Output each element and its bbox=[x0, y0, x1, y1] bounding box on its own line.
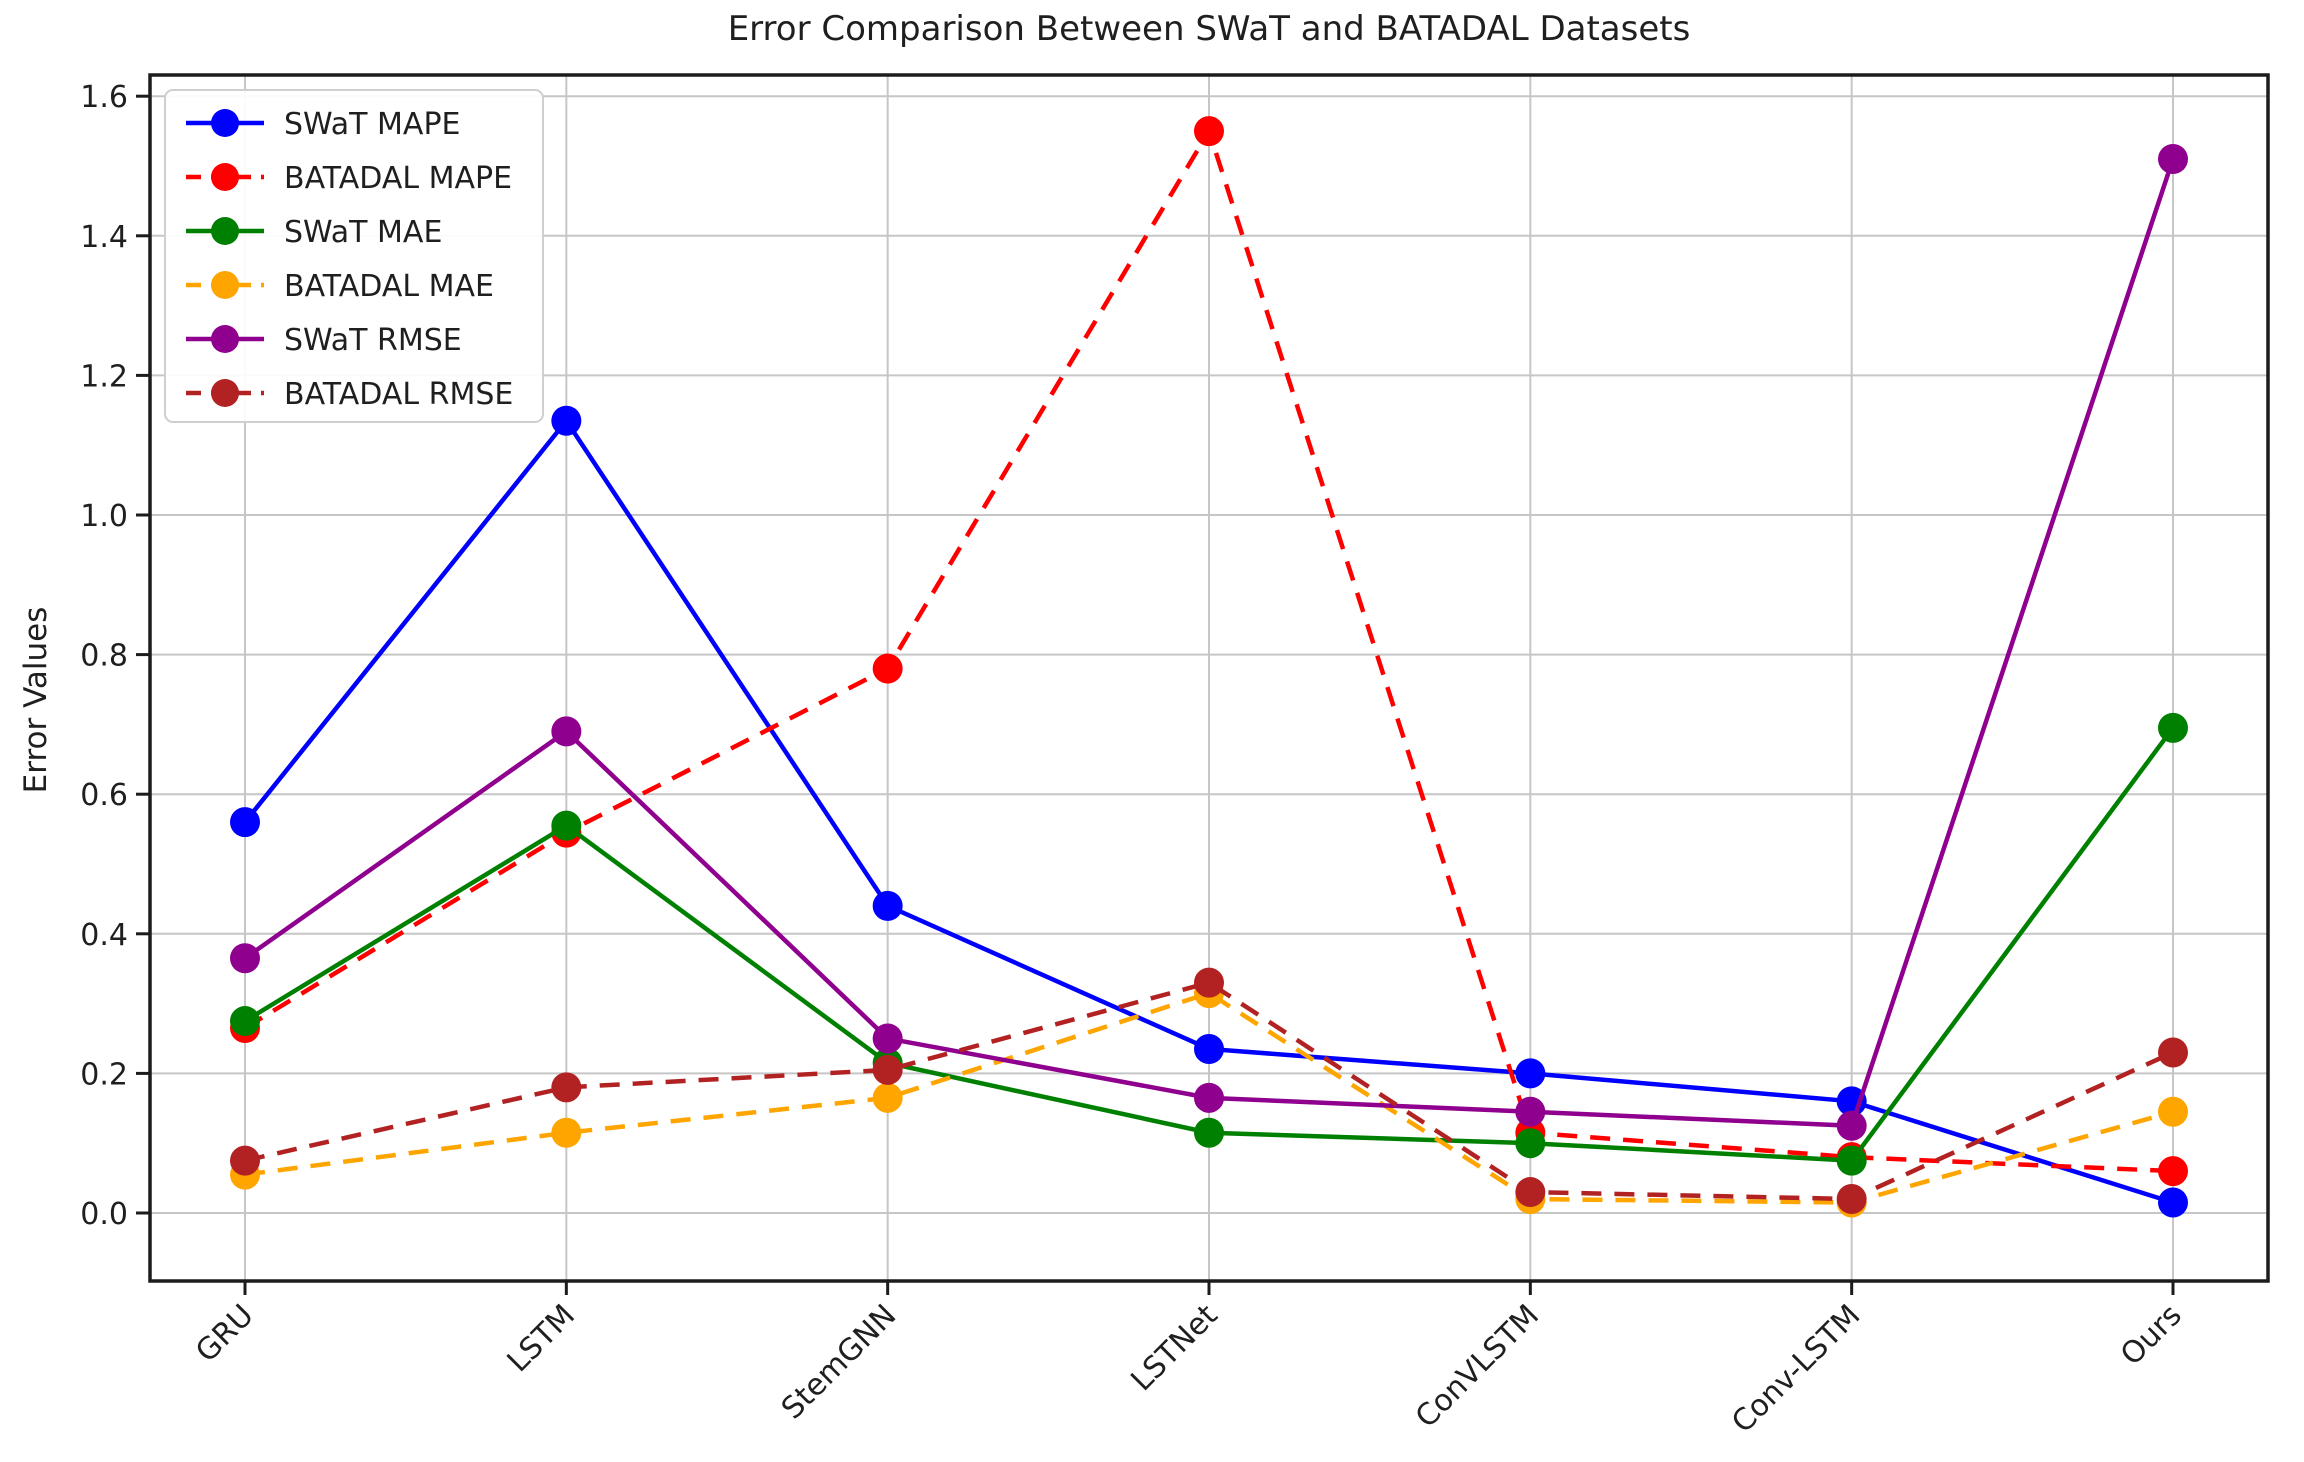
legend-marker-batadal-mape bbox=[211, 163, 239, 191]
data-point-batadal-rmse-lstm bbox=[551, 1072, 582, 1103]
legend: SWaT MAPE BATADAL MAPE SWaT MAE BATADAL MAE… bbox=[164, 89, 544, 423]
data-point-batadal-mape-ours bbox=[2158, 1156, 2188, 1187]
data-point-swat-mae-ours bbox=[2158, 712, 2188, 743]
x-tick-label-conv-lstm: Conv-LSTM bbox=[1725, 1298, 1867, 1440]
data-point-swat-mae-lstnet bbox=[1194, 1117, 1224, 1148]
data-series bbox=[230, 116, 2188, 1218]
data-point-swat-rmse-convlstm bbox=[1515, 1096, 1546, 1127]
y-tick-label: 0.2 bbox=[80, 1057, 128, 1092]
legend-label-batadal-rmse: BATADAL RMSE bbox=[284, 377, 513, 412]
legend-label-batadal-mape: BATADAL MAPE bbox=[284, 161, 512, 196]
y-tick-label: 1.6 bbox=[80, 80, 128, 115]
data-point-batadal-rmse-convlstm bbox=[1515, 1177, 1546, 1208]
data-point-batadal-rmse-stemgnn bbox=[872, 1054, 903, 1085]
data-point-swat-mae-lstm bbox=[551, 810, 582, 841]
legend-label-swat-mae: SWaT MAE bbox=[284, 215, 442, 250]
data-point-swat-rmse-lstnet bbox=[1194, 1082, 1224, 1113]
data-point-swat-mae-conv-lstm bbox=[1836, 1145, 1867, 1176]
data-point-batadal-mae-lstm bbox=[551, 1117, 582, 1148]
y-tick-label: 1.2 bbox=[80, 359, 128, 394]
data-point-swat-mape-lstm bbox=[551, 405, 582, 436]
legend-marker-swat-mape bbox=[211, 109, 239, 137]
data-point-swat-mape-gru bbox=[230, 807, 260, 838]
y-tick-label: 1.4 bbox=[80, 220, 128, 255]
y-axis-label: Error Values bbox=[18, 607, 54, 794]
data-point-batadal-rmse-lstnet bbox=[1194, 967, 1224, 998]
data-point-batadal-mape-lstnet bbox=[1194, 116, 1224, 147]
data-point-swat-rmse-ours bbox=[2158, 144, 2188, 175]
data-point-batadal-mae-ours bbox=[2158, 1096, 2188, 1127]
data-point-batadal-rmse-ours bbox=[2158, 1037, 2188, 1068]
y-tick-label: 0.4 bbox=[80, 918, 128, 953]
data-point-batadal-mape-stemgnn bbox=[872, 653, 903, 684]
chart-title: Error Comparison Between SWaT and BATADA… bbox=[728, 9, 1691, 49]
legend-label-swat-rmse: SWaT RMSE bbox=[284, 323, 462, 358]
legend-label-batadal-mae: BATADAL MAE bbox=[284, 269, 494, 304]
x-tick-label-gru: GRU bbox=[189, 1298, 260, 1369]
data-point-batadal-rmse-gru bbox=[230, 1145, 260, 1176]
data-point-swat-mae-gru bbox=[230, 1006, 260, 1037]
legend-marker-batadal-mae bbox=[211, 271, 239, 299]
data-point-swat-rmse-lstm bbox=[551, 716, 582, 747]
data-point-swat-mape-stemgnn bbox=[872, 890, 903, 921]
y-tick-label: 1.0 bbox=[80, 499, 128, 534]
y-tick-label: 0.6 bbox=[80, 778, 128, 813]
data-point-batadal-mae-stemgnn bbox=[872, 1082, 903, 1113]
x-tick-label-ours: Ours bbox=[2114, 1298, 2189, 1373]
data-point-swat-mape-lstnet bbox=[1194, 1033, 1224, 1064]
y-tick-label: 0.8 bbox=[80, 639, 128, 674]
legend-marker-swat-mae bbox=[211, 217, 239, 245]
data-point-swat-mae-convlstm bbox=[1515, 1128, 1546, 1159]
data-point-swat-rmse-gru bbox=[230, 943, 260, 974]
data-point-batadal-rmse-conv-lstm bbox=[1836, 1184, 1867, 1215]
data-point-swat-mape-convlstm bbox=[1515, 1058, 1546, 1089]
legend-marker-batadal-rmse bbox=[211, 379, 239, 407]
data-point-swat-mape-ours bbox=[2158, 1187, 2188, 1218]
data-point-swat-rmse-stemgnn bbox=[872, 1023, 903, 1054]
x-tick-label-lstm: LSTM bbox=[501, 1298, 582, 1379]
x-tick-label-convlstm: ConVLSTM bbox=[1409, 1298, 1546, 1435]
legend-marker-swat-rmse bbox=[211, 325, 239, 353]
x-tick-label-lstnet: LSTNet bbox=[1124, 1298, 1224, 1398]
legend-label-swat-mape: SWaT MAPE bbox=[284, 107, 460, 142]
x-tick-label-stemgnn: StemGNN bbox=[775, 1298, 903, 1426]
data-point-swat-rmse-conv-lstm bbox=[1836, 1110, 1867, 1141]
y-tick-label: 0.0 bbox=[80, 1197, 128, 1232]
